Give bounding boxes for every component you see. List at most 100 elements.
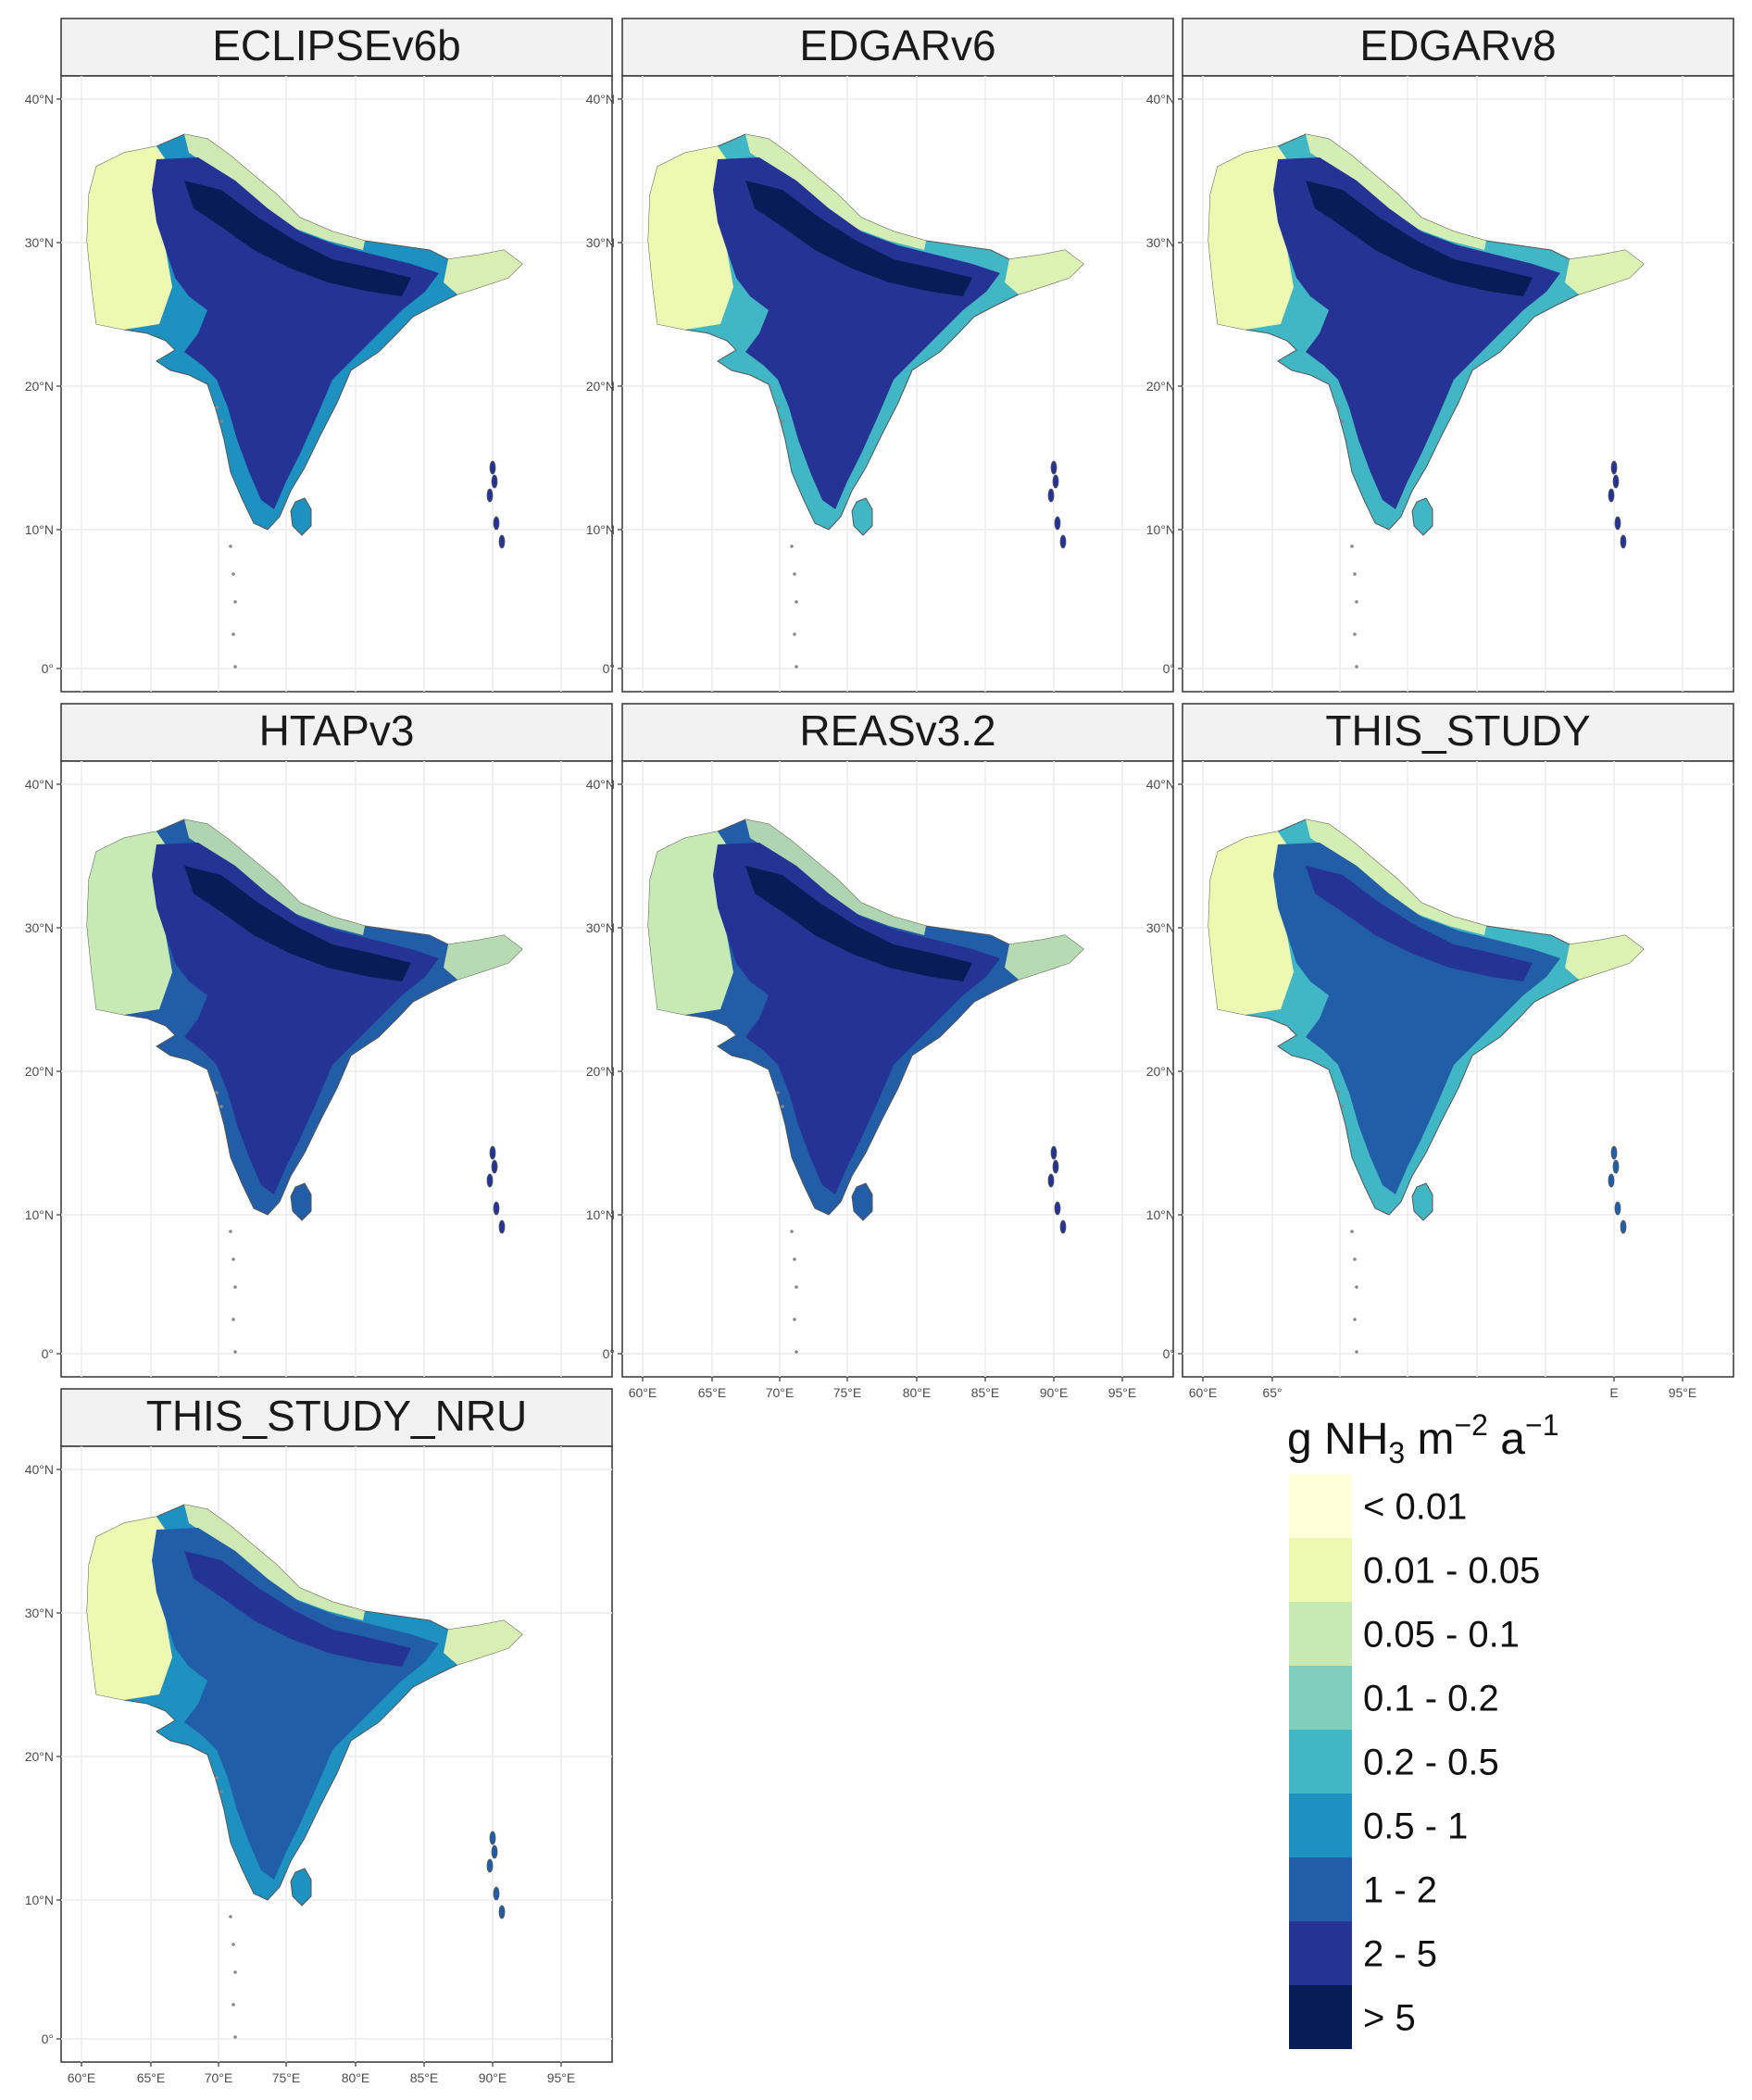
- island-dot: [1355, 600, 1358, 604]
- legend-label: 0.05 - 0.1: [1363, 1615, 1520, 1656]
- legend-label: 1 - 2: [1363, 1870, 1437, 1911]
- island-dot: [215, 406, 219, 409]
- lat-tick-label: 40°N: [1146, 777, 1175, 792]
- island-dot: [498, 534, 506, 549]
- legend-swatch: [1289, 1730, 1352, 1794]
- island-dot: [795, 665, 798, 669]
- island-dot: [795, 1285, 798, 1289]
- island-dot: [486, 1858, 494, 1873]
- panel-title: EDGARv6: [799, 21, 995, 69]
- island-dot: [233, 1350, 237, 1354]
- lat-tick-label: 20°N: [25, 379, 54, 394]
- island-dot: [1355, 1350, 1358, 1354]
- island-dot: [1350, 544, 1354, 548]
- strip-header: [621, 703, 1174, 762]
- lat-tick-label: 10°N: [1146, 1207, 1175, 1222]
- island-dot: [1610, 460, 1618, 475]
- legend-label: 0.2 - 0.5: [1363, 1743, 1499, 1783]
- island-dot: [1620, 1219, 1627, 1234]
- island-dot: [776, 1091, 780, 1094]
- panel-title: THIS_STUDY: [1325, 706, 1590, 755]
- island-dot: [1341, 419, 1345, 423]
- lat-tick-label: 20°N: [1146, 1064, 1175, 1079]
- lon-tick-label: 95°E: [547, 2070, 576, 2085]
- island-dot: [215, 1091, 219, 1094]
- lat-tick-label: 40°N: [25, 1462, 54, 1477]
- strip-header: [621, 18, 1174, 77]
- map-body: 40°N 30°N 20°N 10°N 0° 60°E 65°E 70°E 75°E 80°E 85…: [586, 760, 1174, 1400]
- lon-tick-label: 70°E: [205, 2070, 233, 2085]
- island-dot: [1350, 1230, 1354, 1233]
- map-panel: REASv3.2 40°N 30°N 20°N 10°N 0° 60°E 65°E 70°E 75…: [586, 703, 1174, 1400]
- island-dot: [233, 2035, 237, 2039]
- strip-header: [60, 1388, 613, 1447]
- south-asia-map: [86, 133, 523, 669]
- island-dot: [229, 544, 232, 548]
- lat-tick-label: 20°N: [586, 379, 615, 394]
- map-body: 40°N 30°N 20°N 10°N 0°: [586, 75, 1174, 693]
- lat-tick-label: 30°N: [1146, 235, 1175, 250]
- map-body: 40°N 30°N 20°N 10°N 0°: [25, 760, 613, 1378]
- lon-tick-label: 80°E: [903, 1385, 932, 1400]
- lat-tick-label: 30°N: [586, 235, 615, 250]
- lat-tick-label: 20°N: [25, 1064, 54, 1079]
- legend-label: 2 - 5: [1363, 1934, 1437, 1975]
- panel-title: EDGARv8: [1359, 21, 1556, 69]
- island-dot: [1355, 665, 1358, 669]
- lon-tick-label: 95°E: [1669, 1385, 1697, 1400]
- lon-tick-label: 95°E: [1108, 1385, 1137, 1400]
- lon-tick-label: 90°E: [479, 2070, 507, 2085]
- panel-title: ECLIPSEv6b: [212, 21, 460, 69]
- island-dot: [232, 1943, 235, 1946]
- island-dot: [233, 1285, 237, 1289]
- lon-tick-label: 60°E: [1189, 1385, 1218, 1400]
- lon-tick-label: 75°E: [833, 1385, 862, 1400]
- island-dot: [1353, 1257, 1357, 1261]
- island-dot: [1614, 1201, 1621, 1216]
- legend-swatch: [1289, 1538, 1352, 1602]
- lat-tick-label: 0°: [603, 1346, 615, 1361]
- island-dot: [793, 632, 796, 636]
- lat-tick-label: 0°: [1163, 1346, 1175, 1361]
- island-dot: [1612, 474, 1620, 489]
- island-dot: [795, 600, 798, 604]
- legend-label: < 0.01: [1363, 1487, 1467, 1528]
- lat-tick-label: 10°N: [25, 522, 54, 537]
- strip-header: [60, 18, 613, 77]
- island-dot: [1353, 572, 1357, 576]
- island-dot: [491, 1159, 498, 1174]
- lon-tick-label: 60°E: [68, 2070, 96, 2085]
- island-dot: [1608, 488, 1615, 503]
- island-dot: [1353, 632, 1357, 636]
- island-dot: [489, 1831, 496, 1845]
- island-dot: [1341, 1105, 1345, 1108]
- island-dot: [489, 1145, 496, 1160]
- island-dot: [486, 488, 494, 503]
- island-dot: [486, 1173, 494, 1188]
- map-panel: EDGARv8 40°N 30°N 20°N 10°N 0°: [1146, 18, 1734, 693]
- island-dot: [1052, 474, 1059, 489]
- island-dot: [498, 1219, 506, 1234]
- south-asia-map: [647, 819, 1084, 1354]
- island-dot: [229, 1230, 232, 1233]
- island-dot: [232, 1257, 235, 1261]
- lat-tick-label: 40°N: [25, 92, 54, 106]
- island-dot: [1059, 1219, 1067, 1234]
- island-dot: [1353, 1318, 1357, 1321]
- lat-tick-label: 30°N: [25, 920, 54, 935]
- lat-tick-label: 30°N: [25, 1606, 54, 1620]
- legend-title: g NH3 m−2 a−1: [1287, 1408, 1558, 1469]
- south-asia-map: [647, 133, 1084, 669]
- panel-title: REASv3.2: [799, 706, 995, 755]
- island-dot: [229, 1915, 232, 1919]
- lon-tick-label: 90°E: [1040, 1385, 1069, 1400]
- lat-tick-label: 30°N: [1146, 920, 1175, 935]
- lon-tick-label: 85°E: [410, 2070, 439, 2085]
- lon-tick-label: 65°E: [698, 1385, 727, 1400]
- lat-tick-label: 40°N: [586, 92, 615, 106]
- island-dot: [232, 1318, 235, 1321]
- lon-tick-label: E: [1609, 1385, 1618, 1400]
- map-panel: HTAPv3 40°N 30°N 20°N 10°N 0°: [25, 703, 613, 1378]
- island-dot: [498, 1905, 506, 1919]
